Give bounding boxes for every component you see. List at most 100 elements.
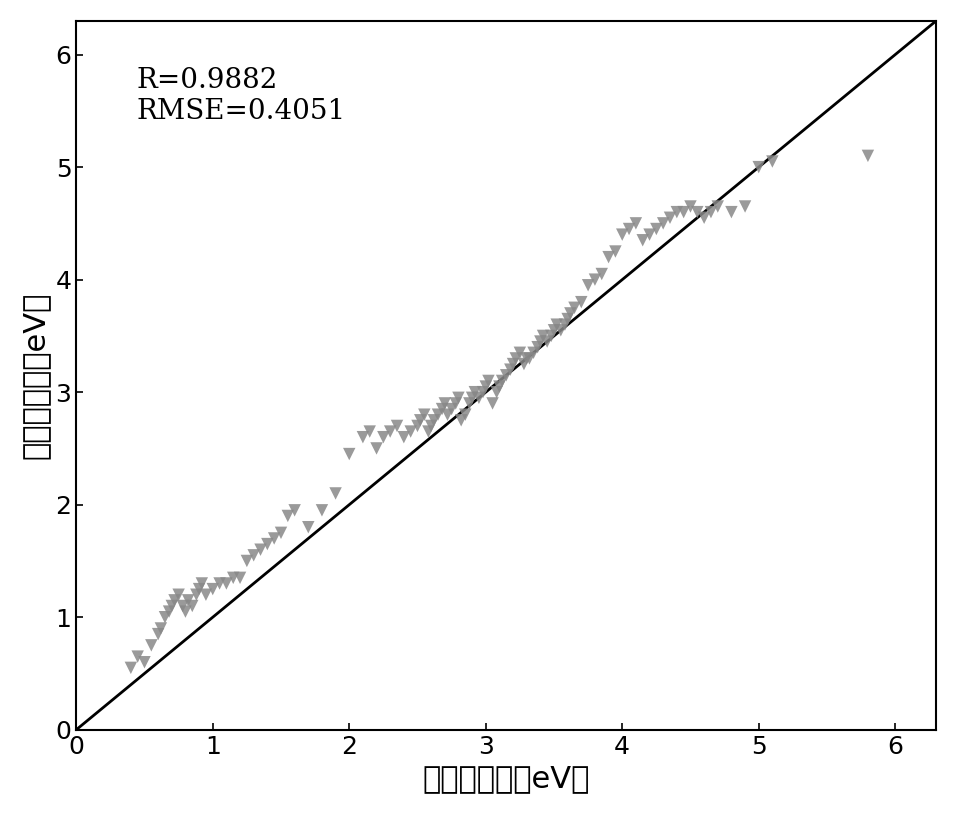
Point (389, 419, 405, 432)
Point (410, 419, 425, 432)
Point (525, 346, 541, 359)
Point (412, 414, 428, 427)
Point (540, 335, 555, 348)
Point (144, 639, 159, 652)
Point (376, 431, 391, 444)
Point (226, 571, 241, 584)
Point (175, 599, 190, 612)
Point (437, 397, 453, 410)
Point (476, 386, 491, 399)
Point (662, 212, 678, 225)
X-axis label: 真实带隙値（eV）: 真实带隙値（eV） (423, 764, 590, 793)
Point (451, 392, 466, 405)
Point (426, 414, 441, 427)
Point (560, 313, 575, 326)
Point (738, 200, 753, 213)
Point (549, 318, 565, 331)
Point (253, 543, 268, 556)
Point (489, 386, 504, 399)
Point (516, 357, 531, 370)
Point (530, 340, 545, 353)
Point (480, 374, 496, 387)
Text: R=0.9882
RMSE=0.4051: R=0.9882 RMSE=0.4051 (137, 67, 345, 125)
Point (723, 206, 739, 219)
Point (434, 403, 450, 416)
Point (165, 599, 180, 612)
Point (621, 222, 636, 235)
Point (424, 419, 439, 432)
Point (563, 307, 578, 320)
Point (710, 200, 725, 213)
Point (440, 408, 456, 421)
Point (233, 571, 248, 584)
Point (368, 442, 384, 455)
Point (690, 206, 705, 219)
Point (635, 234, 651, 247)
Point (266, 532, 281, 545)
Point (628, 217, 643, 230)
Point (403, 425, 418, 438)
Point (185, 599, 200, 612)
Point (502, 363, 518, 376)
Point (485, 397, 501, 410)
Point (751, 160, 767, 173)
Point (499, 369, 514, 382)
Point (342, 448, 357, 461)
Point (454, 414, 469, 427)
Y-axis label: 预报带隙値（eV）: 预报带隙値（eV） (21, 291, 50, 459)
Point (594, 268, 610, 281)
Point (567, 301, 582, 314)
Point (697, 212, 712, 225)
Point (189, 589, 204, 602)
Point (416, 408, 432, 421)
Point (431, 408, 446, 421)
Point (508, 352, 523, 365)
Point (300, 521, 316, 534)
Point (656, 217, 671, 230)
Point (573, 295, 589, 309)
Point (683, 200, 699, 213)
Point (167, 594, 182, 607)
Point (464, 392, 479, 405)
Point (642, 228, 657, 241)
Point (239, 554, 255, 567)
Point (130, 650, 145, 663)
Point (522, 352, 537, 365)
Point (314, 504, 329, 517)
Point (123, 661, 139, 674)
Point (362, 425, 377, 438)
Point (860, 149, 876, 162)
Point (581, 278, 596, 291)
Point (492, 380, 507, 393)
Point (461, 397, 477, 410)
Point (205, 583, 220, 596)
Point (544, 330, 559, 343)
Point (287, 504, 302, 517)
Point (191, 583, 207, 596)
Point (448, 397, 463, 410)
Point (178, 605, 193, 618)
Point (649, 222, 664, 235)
Point (614, 228, 630, 241)
Point (557, 318, 572, 331)
Point (608, 245, 623, 258)
Point (137, 656, 152, 669)
Point (280, 510, 296, 523)
Point (478, 380, 494, 393)
Point (328, 487, 344, 500)
Point (171, 589, 187, 602)
Point (588, 274, 603, 287)
Point (467, 386, 482, 399)
Point (765, 155, 780, 168)
Point (669, 206, 684, 219)
Point (194, 577, 210, 590)
Point (703, 206, 719, 219)
Point (505, 357, 521, 370)
Point (676, 206, 691, 219)
Point (211, 577, 227, 590)
Point (546, 324, 562, 337)
Point (396, 431, 412, 444)
Point (601, 251, 616, 264)
Point (535, 330, 550, 343)
Point (198, 589, 213, 602)
